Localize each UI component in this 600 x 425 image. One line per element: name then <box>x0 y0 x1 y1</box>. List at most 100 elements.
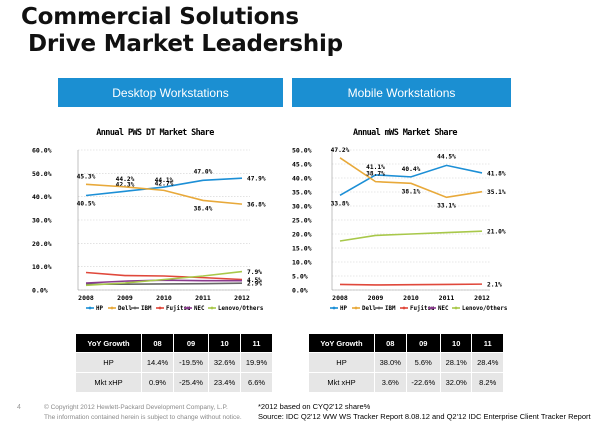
mobile-chart-title: Annual mWS Market Share <box>353 128 458 138</box>
table-cell: 32.6% <box>208 352 241 373</box>
table-cell: -22.6% <box>405 372 441 393</box>
x-tick-label: 2011 <box>195 294 211 302</box>
y-tick-label: 25.0% <box>292 217 312 225</box>
x-tick-label: 2012 <box>234 294 250 302</box>
source-text: Source: IDC Q2'12 WW WS Tracker Report 8… <box>258 412 591 421</box>
y-tick-label: 45.0% <box>292 161 312 169</box>
y-tick-label: 50.0% <box>32 170 52 178</box>
x-tick-label: 2010 <box>156 294 172 302</box>
desktop-yoy-table: YoY Growth 08 09 10 11 HP 14.4% -19.5% 3… <box>75 333 274 393</box>
data-label: 45.3% <box>77 173 96 180</box>
x-tick-label: 2011 <box>439 294 455 302</box>
mobile-yoy-table: YoY Growth 08 09 10 11 HP 38.0% 5.6% 28.… <box>308 333 504 393</box>
legend-label: Dell <box>118 306 132 312</box>
legend-label: IBM <box>385 306 396 312</box>
legend-marker-lenovo-others <box>210 306 214 310</box>
table-header-row: YoY Growth 08 09 10 11 <box>308 333 504 353</box>
legend-label: IBM <box>141 306 152 312</box>
data-label: 7.9% <box>247 269 262 276</box>
series-line-hp <box>85 177 243 197</box>
mobile-chart: Annual mWS Market Share 0.0% 5.0% 10.0% 15.… <box>290 128 520 320</box>
disclaimer-text: The information contained herein is subj… <box>44 414 242 421</box>
data-label: 42.3% <box>116 181 135 188</box>
table-header-row: YoY Growth 08 09 10 11 <box>75 333 274 353</box>
legend-marker-nec <box>186 306 190 310</box>
mobile-workstations-banner: Mobile Workstations <box>292 78 511 107</box>
slide-title-line2: Drive Market Leadership <box>28 31 343 57</box>
table-cell: 5.6% <box>405 352 441 373</box>
data-label: 38.7% <box>366 171 385 178</box>
x-tick-label: 2010 <box>403 294 419 302</box>
legend-label: Dell <box>362 306 376 312</box>
data-label: 38.1% <box>402 188 421 195</box>
table-cell: 28.1% <box>439 352 473 373</box>
table-header-cell: 08 <box>141 333 174 353</box>
data-label: 41.8% <box>487 170 506 177</box>
series-line-lenovo-others <box>85 270 243 287</box>
table-cell: 19.9% <box>239 352 274 373</box>
table-cell: 8.2% <box>471 372 504 393</box>
data-label: 2.9% <box>247 281 262 288</box>
series-line-fujitsu <box>85 271 243 281</box>
table-header-cell: YoY Growth <box>308 333 375 353</box>
data-label: 4.5% <box>247 277 262 284</box>
table-header-cell: 09 <box>172 333 210 353</box>
legend-marker-fujitsu <box>158 306 162 310</box>
y-tick-label: 30.0% <box>32 217 52 225</box>
legend-marker-nec <box>430 306 434 310</box>
y-tick-label: 10.0% <box>292 259 312 267</box>
y-tick-label: 5.0% <box>292 273 308 281</box>
legend-label: NEC <box>438 306 449 312</box>
legend-marker-ibm <box>133 306 137 310</box>
legend-marker-hp <box>88 306 92 310</box>
y-tick-label: 20.0% <box>292 231 312 239</box>
data-label: 36.8% <box>247 202 266 209</box>
data-label: 21.0% <box>487 229 506 236</box>
y-tick-label: 10.0% <box>32 263 52 271</box>
x-tick-label: 2012 <box>474 294 490 302</box>
table-cell: Mkt xHP <box>308 372 375 393</box>
table-row: Mkt xHP 3.6% -22.6% 32.0% 8.2% <box>308 372 504 393</box>
table-cell: -25.4% <box>172 372 210 393</box>
legend-label: Fujitsu <box>410 305 434 312</box>
data-label: 38.4% <box>194 205 213 212</box>
table-cell: -19.5% <box>172 352 210 373</box>
data-label: 47.9% <box>247 176 266 183</box>
data-label: 33.8% <box>331 200 350 207</box>
data-label: 35.1% <box>487 189 506 196</box>
copyright-footer: © Copyright 2012 Hewlett-Packard Develop… <box>44 403 279 423</box>
legend-marker-hp <box>332 306 336 310</box>
legend-label: Lenovo/Others <box>462 306 508 312</box>
legend-label: Fujitsu <box>166 305 190 312</box>
legend-marker-lenovo-others <box>454 306 458 310</box>
table-header-cell: 09 <box>405 333 441 353</box>
legend-label: HP <box>340 306 347 312</box>
x-tick-label: 2008 <box>78 294 94 302</box>
table-cell: HP <box>308 352 375 373</box>
x-tick-label: 2008 <box>332 294 348 302</box>
table-cell: 14.4% <box>141 352 174 373</box>
legend-label: HP <box>96 306 103 312</box>
series-line-dell <box>339 157 483 199</box>
desktop-chart-svg: 0.0% 10.0% 20.0% 30.0% 40.0% 50.0% 60.0% 2008 20… <box>32 147 266 313</box>
table-row: HP 14.4% -19.5% 32.6% 19.9% <box>75 352 274 373</box>
slide-title-line1: Commercial Solutions <box>21 4 299 30</box>
desktop-chart: Annual PWS DT Market Share 0.0% 10.0% 20.0… <box>30 128 280 320</box>
legend-label: Lenovo/Others <box>218 306 264 312</box>
legend-marker-fujitsu <box>402 306 406 310</box>
y-tick-label: 40.0% <box>292 175 312 183</box>
data-label: 44.2% <box>116 176 135 183</box>
legend-marker-dell <box>354 306 358 310</box>
x-tick-label: 2009 <box>368 294 384 302</box>
y-tick-label: 0.0% <box>292 287 308 295</box>
data-label: 47.2% <box>331 147 350 154</box>
table-header-cell: 10 <box>439 333 473 353</box>
table-header-cell: 11 <box>239 333 274 353</box>
table-cell: 28.4% <box>471 352 504 373</box>
y-tick-label: 0.0% <box>32 287 48 295</box>
page-number: 4 <box>17 404 21 411</box>
series-line-dell <box>85 183 243 205</box>
table-row: Mkt xHP 0.9% -25.4% 23.4% 6.6% <box>75 372 274 393</box>
legend-marker-ibm <box>377 306 381 310</box>
x-tick-label: 2009 <box>117 294 133 302</box>
